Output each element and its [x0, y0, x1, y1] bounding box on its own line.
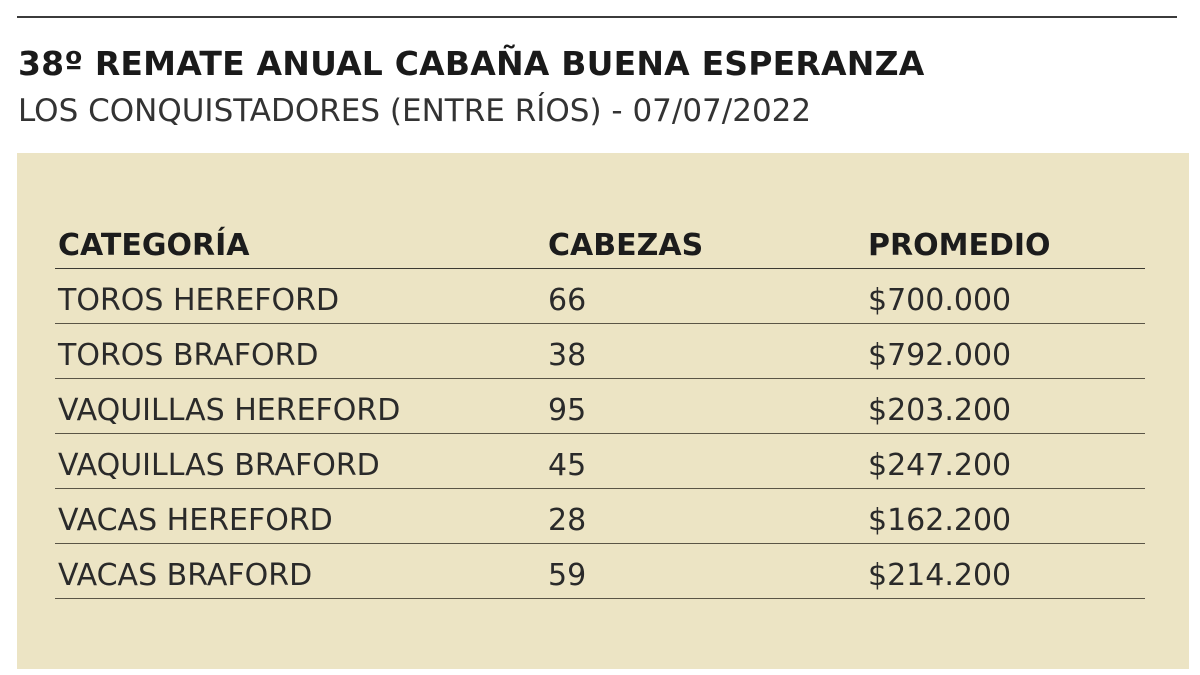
cell-categoria: TOROS BRAFORD — [58, 338, 319, 373]
table-panel — [17, 153, 1189, 669]
table-row: TOROS BRAFORD 38 $792.000 — [55, 324, 1145, 379]
cell-categoria: VACAS HEREFORD — [58, 503, 333, 538]
column-header-promedio: PROMEDIO — [868, 228, 1051, 263]
table-header-row: CATEGORÍA CABEZAS PROMEDIO — [55, 218, 1145, 269]
cell-cabezas: 95 — [548, 393, 587, 428]
table-row: VACAS HEREFORD 28 $162.200 — [55, 489, 1145, 544]
cell-promedio: $700.000 — [868, 283, 1012, 318]
cell-promedio: $162.200 — [868, 503, 1012, 538]
column-header-cabezas: CABEZAS — [548, 228, 704, 263]
cell-promedio: $214.200 — [868, 558, 1012, 593]
cell-cabezas: 66 — [548, 283, 587, 318]
cell-promedio: $203.200 — [868, 393, 1012, 428]
column-header-categoria: CATEGORÍA — [58, 228, 250, 263]
cell-categoria: VAQUILLAS BRAFORD — [58, 448, 380, 483]
cell-cabezas: 45 — [548, 448, 587, 483]
top-rule — [17, 16, 1177, 18]
cell-categoria: VACAS BRAFORD — [58, 558, 313, 593]
cell-promedio: $792.000 — [868, 338, 1012, 373]
table-row: VACAS BRAFORD 59 $214.200 — [55, 544, 1145, 599]
table-row: VAQUILLAS BRAFORD 45 $247.200 — [55, 434, 1145, 489]
table-row: TOROS HEREFORD 66 $700.000 — [55, 269, 1145, 324]
cell-cabezas: 28 — [548, 503, 587, 538]
chart-subtitle: LOS CONQUISTADORES (ENTRE RÍOS) - 07/07/… — [18, 93, 812, 129]
cell-categoria: VAQUILLAS HEREFORD — [58, 393, 401, 428]
cell-cabezas: 59 — [548, 558, 587, 593]
cell-cabezas: 38 — [548, 338, 587, 373]
cell-promedio: $247.200 — [868, 448, 1012, 483]
data-table: CATEGORÍA CABEZAS PROMEDIO TOROS HEREFOR… — [55, 218, 1145, 599]
table-row: VAQUILLAS HEREFORD 95 $203.200 — [55, 379, 1145, 434]
chart-title: 38º REMATE ANUAL CABAÑA BUENA ESPERANZA — [18, 44, 925, 83]
cell-categoria: TOROS HEREFORD — [58, 283, 340, 318]
